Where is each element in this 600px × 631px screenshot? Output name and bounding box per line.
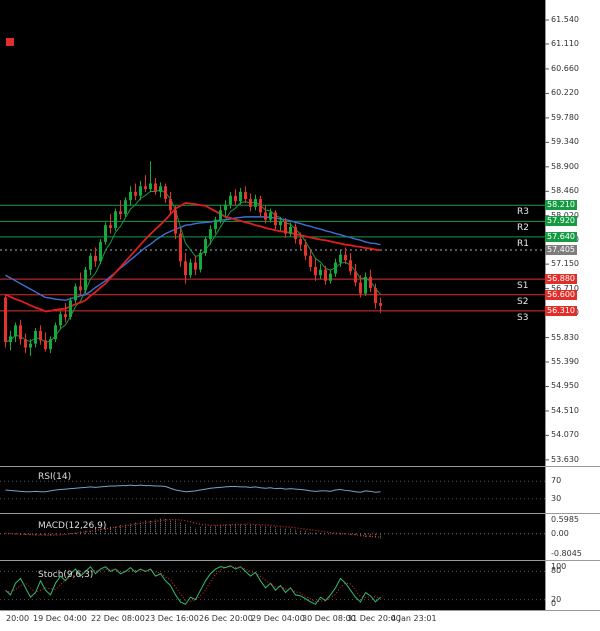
time-axis[interactable] [0,610,600,631]
rsi-pane-label: RSI(14) [38,472,72,482]
price-axis[interactable] [545,0,600,610]
macd-pane-label: MACD(12,26,9) [38,521,107,531]
stoch-pane-label: Stoch(9,6,3) [38,570,94,580]
red-marker [6,38,14,46]
